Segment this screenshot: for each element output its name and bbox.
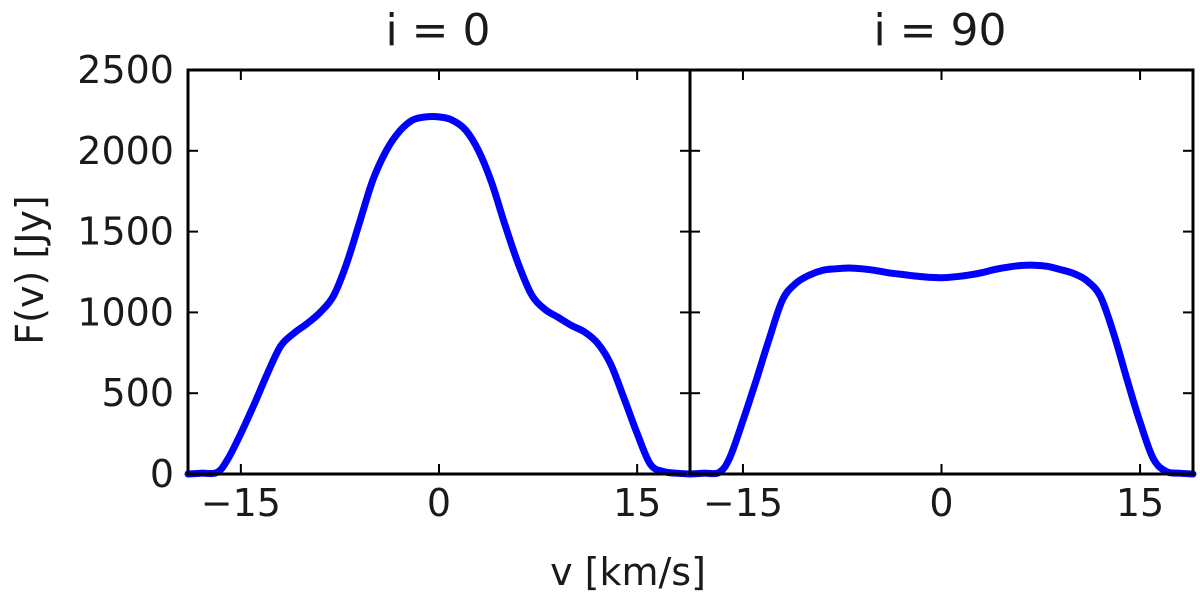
panel-i-90: i = 90 −15 0 15 <box>686 5 1197 525</box>
x-axis-label: v [km/s] <box>550 550 706 594</box>
x-tick-label: −15 <box>201 481 281 525</box>
x-tick-label: 0 <box>929 481 953 525</box>
x-tick-label: 15 <box>613 481 661 525</box>
panel-title: i = 90 <box>873 5 1006 56</box>
series-line <box>184 112 694 478</box>
y-tick-label: 0 <box>150 452 174 496</box>
axes-frame <box>186 68 692 476</box>
panel-i-0: i = 0 −15 0 15 0 500 1000 1500 2000 2500 <box>77 5 694 525</box>
y-tick-label: 1000 <box>77 290 174 334</box>
y-tick-label: 2500 <box>77 48 174 92</box>
series-line <box>686 261 1197 478</box>
y-tick-label: 500 <box>101 371 174 415</box>
y-tick-label: 2000 <box>77 129 174 173</box>
y-axis-label: F(v) [Jy] <box>8 195 52 344</box>
x-tick-label: 15 <box>1116 481 1164 525</box>
axes-frame <box>688 68 1195 476</box>
y-tick-label: 1500 <box>77 210 174 254</box>
x-tick-label: 0 <box>427 481 451 525</box>
x-tick-label: −15 <box>703 481 783 525</box>
panel-title: i = 0 <box>385 5 490 56</box>
